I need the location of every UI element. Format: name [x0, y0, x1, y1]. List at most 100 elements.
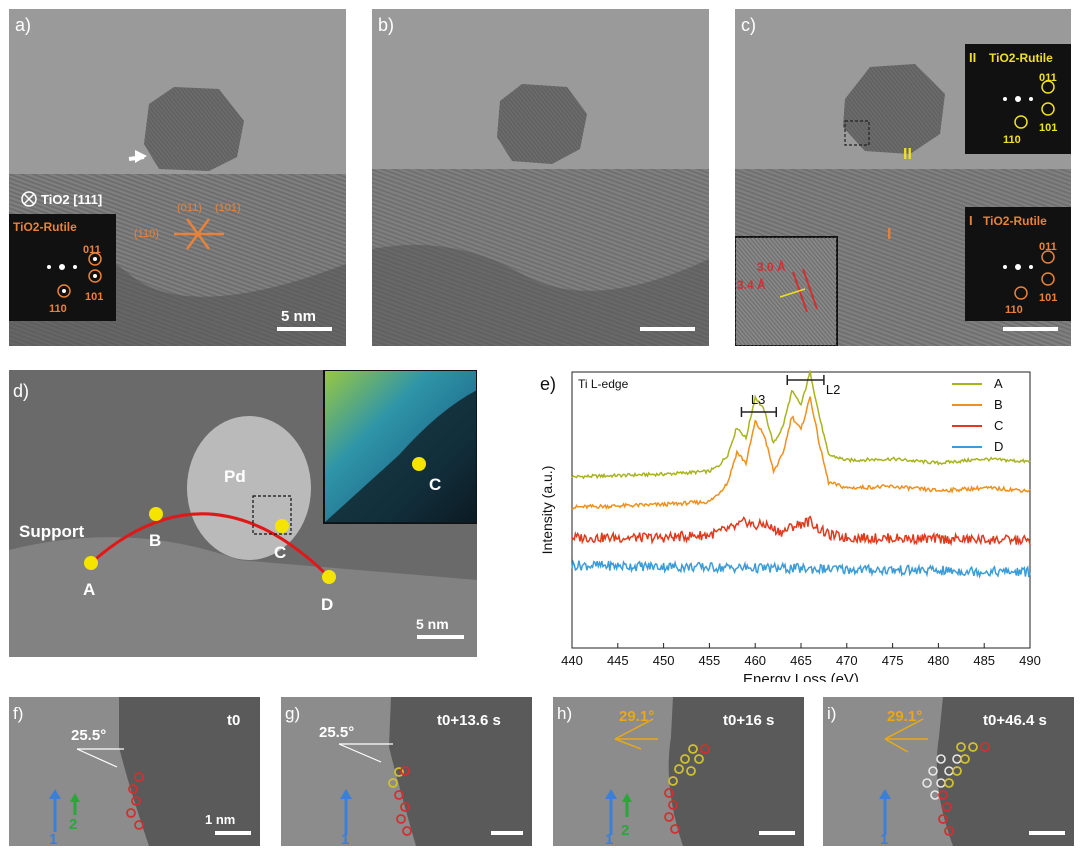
time-i: t0+46.4 s — [983, 712, 1047, 729]
orange-direction-marker — [174, 218, 224, 250]
x-tick-label: 460 — [744, 653, 766, 668]
angle-h: 29.1° — [619, 708, 654, 725]
panel-h-image: 29.1° 1 2 h) t0+16 s — [553, 697, 804, 846]
panel-a: a) TiO2 [111] (011) (101) (110) TiO2-Rut… — [9, 9, 346, 346]
scale-bar-label-a: 5 nm — [281, 308, 316, 325]
eels-chart: e) Ti L-edge Intensity (a.u.) Energy Los… — [539, 370, 1041, 682]
legend-label-d: D — [994, 439, 1003, 454]
l3-bracket — [740, 407, 778, 417]
point-c-label: C — [274, 543, 286, 562]
x-tick-label: 445 — [607, 653, 629, 668]
fft-inset-a: TiO2-Rutile 011 101 110 — [9, 214, 116, 321]
panel-label-c: c) — [741, 15, 756, 35]
panel-c: c) II I II TiO2-Rutile 011 101 110 I TiO… — [735, 9, 1071, 346]
point-c-marker — [275, 519, 289, 533]
fft-bottom-title: TiO2-Rutile — [983, 214, 1047, 228]
scale-bar-label-d: 5 nm — [416, 616, 449, 632]
point-d-marker — [322, 570, 336, 584]
legend-label-b: B — [994, 397, 1003, 412]
inset-point-c-marker — [412, 457, 426, 471]
angle-g: 25.5° — [319, 724, 354, 741]
point-b-marker — [149, 507, 163, 521]
fft-top-roman: II — [969, 50, 976, 65]
panel-label-a: a) — [15, 15, 31, 35]
series-line-d — [571, 559, 1031, 580]
panel-i: 29.1° 1 i) t0+46.4 s — [823, 697, 1074, 846]
pd-label: Pd — [224, 467, 246, 486]
chart-title: Ti L-edge — [578, 377, 629, 391]
zoom-box-d — [252, 495, 292, 535]
scale-bar-c — [1003, 327, 1058, 331]
scale-bar-h — [759, 831, 795, 835]
panel-label-e: e) — [540, 374, 556, 394]
x-tick-label: 475 — [882, 653, 904, 668]
fft-bottom-spot-110: 110 — [1005, 304, 1023, 316]
atom-markers-g — [394, 766, 412, 836]
scale-bar-d — [417, 635, 464, 639]
x-tick-label: 450 — [653, 653, 675, 668]
fft-top-spot-011: 011 — [1039, 72, 1057, 84]
panel-label-g: g) — [285, 704, 300, 723]
arrow-2-icon-h — [622, 793, 632, 802]
inset-point-c-label: C — [429, 475, 441, 494]
point-a-label: A — [83, 580, 95, 599]
support-label: Support — [19, 522, 84, 541]
fft-bottom-spot-101: 101 — [1039, 292, 1057, 304]
panel-c-image: c) II I II TiO2-Rutile 011 101 110 I TiO… — [735, 9, 1071, 346]
fft-title-a: TiO2-Rutile — [13, 220, 77, 234]
x-ticks: 440 445 450 455 460 465 470 475 480 485 490 — [561, 643, 1041, 668]
series-lines — [571, 370, 1031, 580]
arrow-label-2-f: 2 — [69, 816, 77, 833]
zoom-box-c — [844, 120, 870, 146]
panel-label-f: f) — [13, 704, 23, 723]
white-arrow-icon — [135, 150, 147, 163]
x-tick-label: 465 — [790, 653, 812, 668]
series-line-c — [571, 515, 1031, 547]
time-f: t0 — [227, 712, 240, 729]
arrow-label-1-i: 1 — [880, 831, 888, 846]
zone-axis-icon — [21, 191, 37, 207]
scale-bar-i — [1029, 831, 1065, 835]
fft-top-spot-101: 101 — [1039, 122, 1057, 134]
atom-markers-i — [938, 742, 990, 836]
x-tick-label: 440 — [561, 653, 583, 668]
angle-f: 25.5° — [71, 727, 106, 744]
point-b-label: B — [149, 531, 161, 550]
atom-markers-yellow-h — [668, 744, 704, 786]
fft-inset-top: II TiO2-Rutile 011 101 110 — [965, 44, 1071, 154]
x-tick-label: 480 — [928, 653, 950, 668]
series-line-b — [571, 396, 1031, 510]
panel-b-image: b) — [372, 9, 709, 346]
fft-spot-110: 110 — [49, 303, 67, 315]
scale-bar-b — [640, 327, 695, 331]
atom-markers-yellow-g — [388, 767, 404, 788]
line-profile-arc — [90, 512, 331, 579]
region-label-i: I — [887, 226, 891, 243]
panel-h: 29.1° 1 2 h) t0+16 s — [553, 697, 804, 846]
orange-label-101: (101) — [215, 202, 241, 214]
fft-bottom-roman: I — [969, 213, 973, 228]
x-axis-label: Energy Loss (eV) — [743, 671, 859, 682]
angle-i: 29.1° — [887, 708, 922, 725]
x-tick-label: 485 — [973, 653, 995, 668]
hrtem-zoom-inset: 3.0 Å 3.4 Å — [735, 236, 838, 346]
arrow-label-1-g: 1 — [341, 831, 349, 846]
point-d-label: D — [321, 595, 333, 614]
atom-markers-h — [664, 744, 710, 834]
panel-d: A B C D Support Pd d) C 5 nm — [9, 370, 477, 657]
panel-a-image: a) TiO2 [111] (011) (101) (110) TiO2-Rut… — [9, 9, 346, 346]
panel-label-b: b) — [378, 15, 394, 35]
fft-spot-101: 101 — [85, 291, 103, 303]
x-tick-label: 490 — [1019, 653, 1041, 668]
arrow-2-icon-f — [70, 793, 80, 802]
panel-e: e) Ti L-edge Intensity (a.u.) Energy Los… — [500, 362, 1075, 682]
fft-top-title: TiO2-Rutile — [989, 51, 1053, 65]
arrow-label-2-h: 2 — [621, 822, 629, 839]
region-label-ii: II — [903, 146, 912, 163]
panel-g: 25.5° 1 g) t0+13.6 s — [281, 697, 532, 846]
panel-g-image: 25.5° 1 g) t0+13.6 s — [281, 697, 532, 846]
legend-label-a: A — [994, 376, 1003, 391]
plot-frame — [571, 371, 1031, 649]
panel-d-image: A B C D Support Pd d) C 5 nm — [9, 370, 477, 657]
